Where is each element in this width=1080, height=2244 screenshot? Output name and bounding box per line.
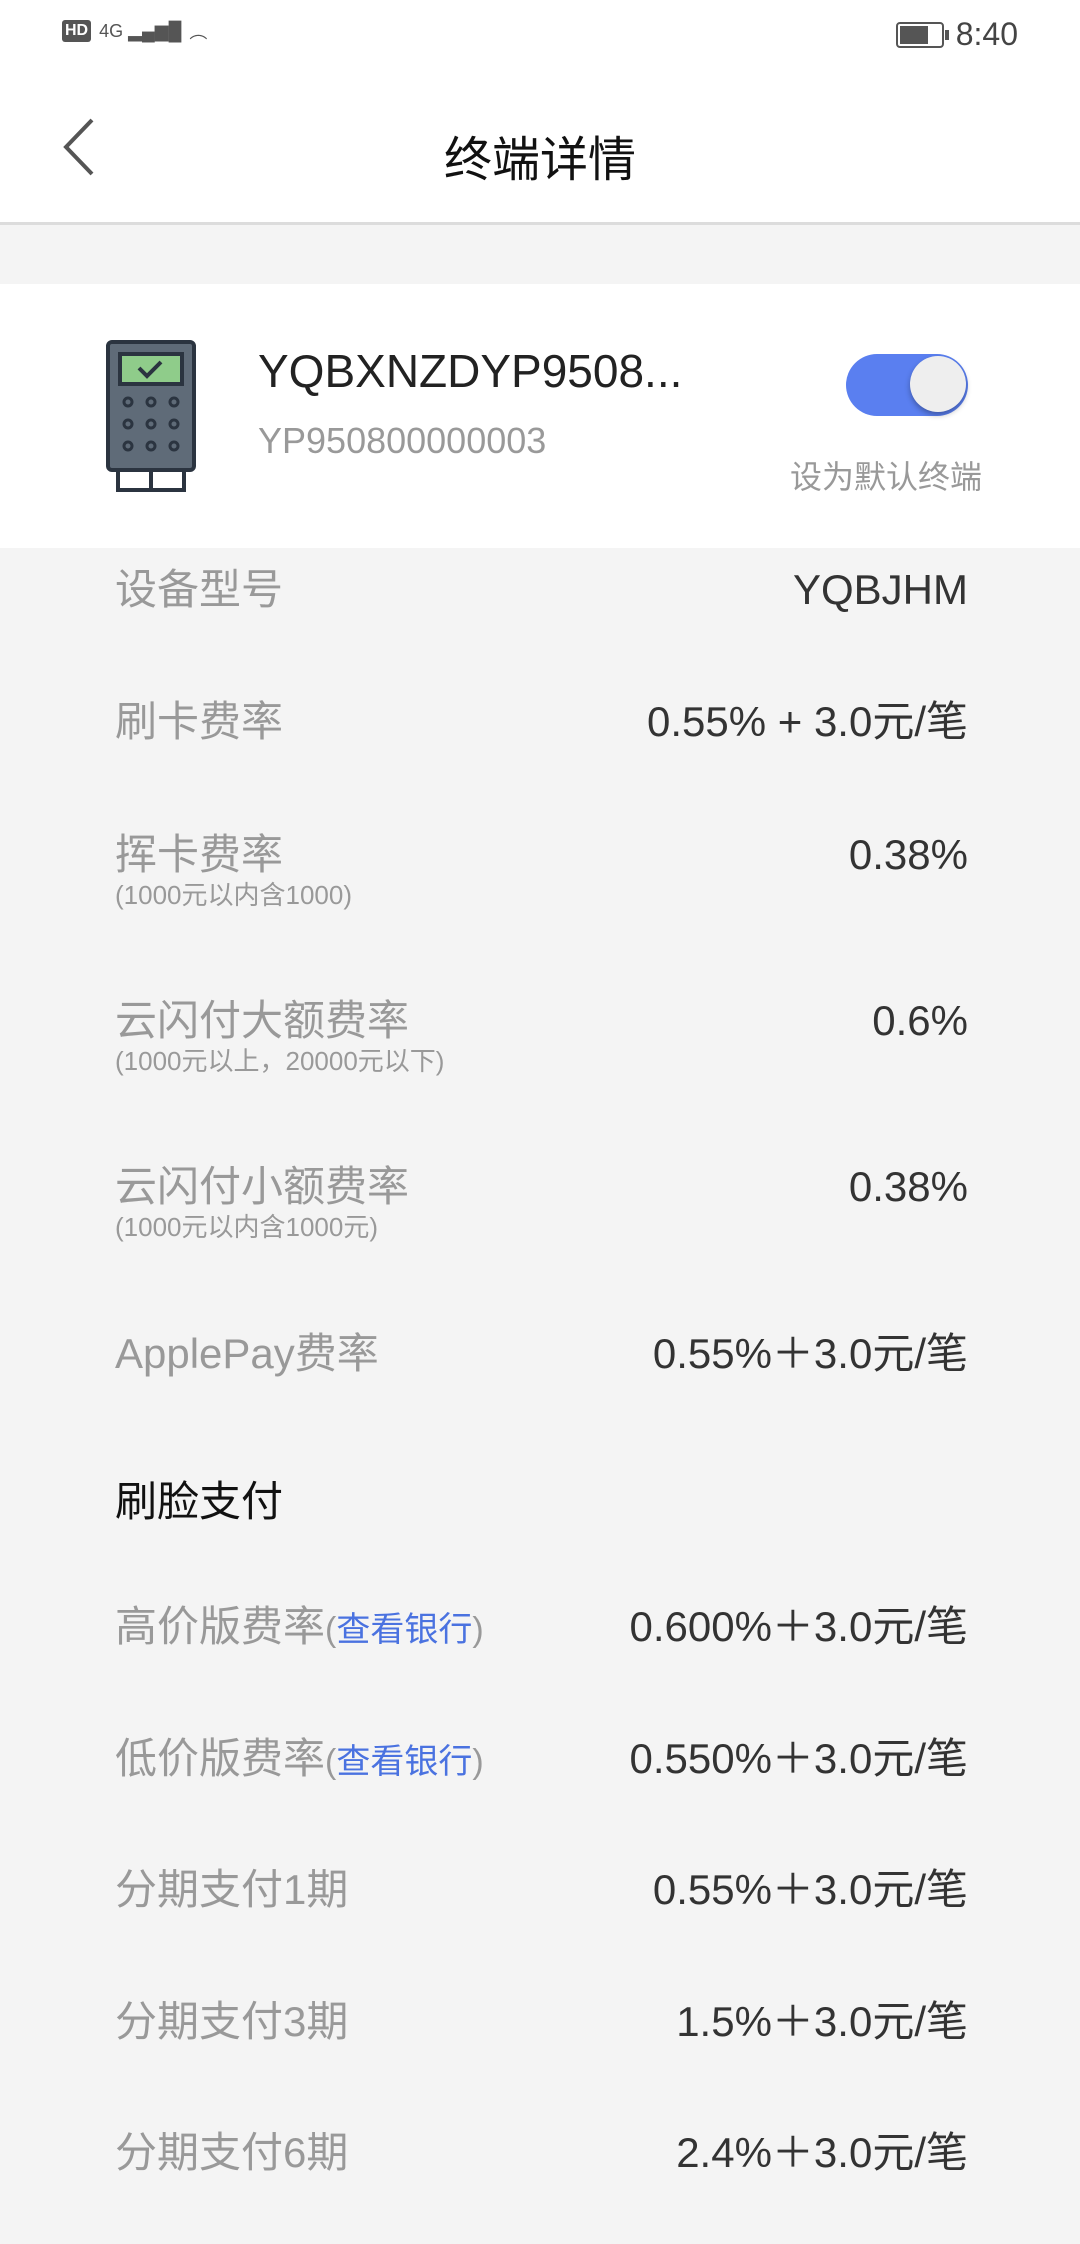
paren-close: ) xyxy=(472,1611,484,1649)
paren-open: ( xyxy=(325,1611,337,1649)
row-value: 0.55%＋3.0元/笔 xyxy=(652,1330,968,1377)
row-value: 0.550%＋3.0元/笔 xyxy=(629,1735,968,1782)
row-label: 云闪付大额费率 xyxy=(115,997,410,1044)
row-value: 0.600%＋3.0元/笔 xyxy=(629,1603,968,1650)
rate-row-swipe: 刷卡费率 0.55% + 3.0元/笔 xyxy=(115,697,968,747)
view-banks-link[interactable]: 查看银行 xyxy=(336,1611,473,1649)
row-label-text: 低价版费率 xyxy=(115,1735,326,1782)
paren-open: ( xyxy=(325,1743,337,1781)
terminal-name: YQBXNZDYP9508... xyxy=(258,345,683,397)
row-label: 挥卡费率 xyxy=(115,831,284,878)
row-label: 高价版费率(查看银行) xyxy=(115,1602,968,1655)
row-sublabel: (1000元以上，20000元以下) xyxy=(115,1046,445,1076)
rate-row-wave: 挥卡费率 (1000元以内含1000) 0.38% xyxy=(115,830,968,910)
toggle-knob xyxy=(910,356,966,412)
row-label: 分期支付6期 xyxy=(115,2129,349,2176)
rate-row-face-basic: 低价版费率(查看银行) 0.550%＋3.0元/笔 xyxy=(115,1734,968,1787)
row-value: 0.55% + 3.0元/笔 xyxy=(646,698,968,745)
rate-row-installment-1: 分期支付1期 0.55%＋3.0元/笔 xyxy=(115,1865,968,1915)
row-label: 刷卡费率 xyxy=(115,698,284,745)
row-value: 0.6% xyxy=(872,997,968,1044)
row-value: 0.38% xyxy=(848,831,968,878)
status-bar: HD 4G ▂▄▆█ ︵ 8:40 xyxy=(0,0,1080,72)
row-value: 2.4%＋3.0元/笔 xyxy=(676,2129,968,2176)
rate-row-installment-6: 分期支付6期 2.4%＋3.0元/笔 xyxy=(115,2128,968,2178)
row-label: 低价版费率(查看银行) xyxy=(115,1734,968,1787)
network-type: 4G xyxy=(99,20,124,41)
row-value: 0.38% xyxy=(848,1163,968,1210)
view-banks-link[interactable]: 查看银行 xyxy=(336,1743,473,1781)
clock: 8:40 xyxy=(955,16,1018,52)
section-title-face-pay: 刷脸支付 xyxy=(115,1478,284,1525)
chevron-left-icon xyxy=(63,118,94,176)
wifi-icon: ︵ xyxy=(189,22,208,42)
signal-icon: 4G ▂▄▆█ xyxy=(99,20,182,41)
rate-row-installment-3: 分期支付3期 1.5%＋3.0元/笔 xyxy=(115,1997,968,2047)
rate-row-unionpay-small: 云闪付小额费率 (1000元以内含1000元) 0.38% xyxy=(115,1162,968,1242)
paren-close: ) xyxy=(472,1743,484,1781)
row-sublabel: (1000元以内含1000元) xyxy=(115,1212,378,1242)
default-terminal-label: 设为默认终端 xyxy=(789,459,982,495)
pos-terminal-icon xyxy=(106,340,196,492)
rate-row-face-premium: 高价版费率(查看银行) 0.600%＋3.0元/笔 xyxy=(115,1602,968,1655)
row-label: ApplePay费率 xyxy=(115,1330,379,1377)
rate-row-device-model: 设备型号 YQBJHM xyxy=(115,565,968,615)
nav-header: 终端详情 xyxy=(0,72,1080,225)
rate-row-unionpay-large: 云闪付大额费率 (1000元以上，20000元以下) 0.6% xyxy=(115,996,968,1076)
terminal-serial: YP950800000003 xyxy=(258,420,547,461)
row-label: 云闪付小额费率 xyxy=(115,1163,410,1210)
row-label: 分期支付3期 xyxy=(115,1998,349,2045)
battery-icon xyxy=(895,21,949,48)
row-value: 0.55%＋3.0元/笔 xyxy=(652,1866,968,1913)
terminal-card: YQBXNZDYP9508... YP950800000003 设为默认终端 xyxy=(0,284,1080,548)
row-label: 设备型号 xyxy=(115,566,284,613)
hd-icon: HD xyxy=(62,20,92,42)
back-button[interactable] xyxy=(58,112,108,182)
row-sublabel: (1000元以内含1000) xyxy=(115,880,352,910)
row-label-text: 高价版费率 xyxy=(115,1603,326,1650)
page-title: 终端详情 xyxy=(443,134,636,187)
default-terminal-toggle[interactable] xyxy=(846,354,968,416)
row-value: YQBJHM xyxy=(792,566,968,613)
row-label: 分期支付1期 xyxy=(115,1866,349,1913)
row-value: 1.5%＋3.0元/笔 xyxy=(676,1998,968,2045)
rate-row-applepay: ApplePay费率 0.55%＋3.0元/笔 xyxy=(115,1329,968,1379)
